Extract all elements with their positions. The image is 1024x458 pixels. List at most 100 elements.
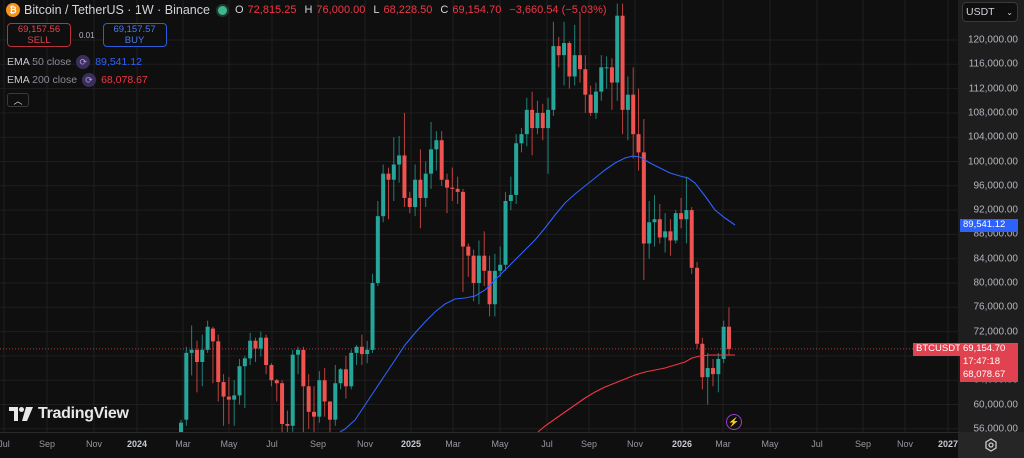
time-tick-label: May bbox=[491, 439, 509, 449]
candle bbox=[253, 337, 258, 362]
candle bbox=[673, 210, 678, 244]
indicator-ema200[interactable]: EMA 200 close ⟳ 68,078.67 bbox=[7, 73, 148, 87]
candle bbox=[397, 135, 402, 183]
chart-plot-area[interactable] bbox=[0, 0, 958, 432]
candle bbox=[370, 273, 375, 353]
candle bbox=[306, 374, 311, 429]
candle bbox=[317, 371, 322, 423]
ohlc-change: −3,660.54 (−5.03%) bbox=[509, 4, 607, 16]
ema-50-close-line[interactable] bbox=[339, 155, 736, 432]
ohlc-high-value: 76,000.00 bbox=[316, 4, 366, 16]
candle bbox=[375, 200, 380, 287]
lightning-event-icon[interactable]: ⚡ bbox=[726, 414, 742, 430]
candle bbox=[434, 131, 439, 171]
candle bbox=[445, 173, 449, 214]
candle bbox=[535, 100, 540, 135]
candle bbox=[455, 176, 460, 205]
candle bbox=[391, 137, 396, 201]
candle bbox=[184, 346, 189, 426]
time-tick-label: 2027 bbox=[937, 439, 959, 449]
candle bbox=[194, 340, 199, 393]
candle bbox=[524, 97, 529, 147]
candle bbox=[508, 176, 513, 211]
collapse-legend-button[interactable]: ︿ bbox=[7, 93, 29, 107]
candle bbox=[657, 204, 662, 244]
candle bbox=[269, 363, 274, 387]
candle bbox=[716, 352, 721, 393]
price-tick-label: 84,000.00 bbox=[973, 253, 1019, 265]
last-price: 69,154.70 bbox=[963, 343, 1006, 354]
candle bbox=[689, 207, 694, 274]
candle bbox=[631, 67, 636, 159]
sell-button[interactable]: 69,157.56 SELL bbox=[7, 23, 71, 47]
candle bbox=[540, 103, 545, 141]
price-tick-label: 80,000.00 bbox=[973, 277, 1019, 289]
time-tick-label: Jul bbox=[0, 439, 10, 449]
candle bbox=[290, 349, 295, 432]
price-tick-label: 88,000.00 bbox=[973, 228, 1019, 240]
price-tick-label: 60,000.00 bbox=[973, 399, 1019, 410]
time-axis[interactable]: Jul Sep Nov 2024 Mar May Jul Sep Nov 2025 Mar May Ju… bbox=[0, 432, 958, 458]
candle bbox=[551, 21, 556, 116]
candle bbox=[588, 85, 593, 116]
spread-value: 0.01 bbox=[79, 30, 95, 40]
candle bbox=[264, 334, 269, 375]
candle bbox=[216, 334, 221, 402]
price-tick-label: 56,000.00 bbox=[973, 423, 1019, 435]
price-tick-label: 72,000.00 bbox=[973, 326, 1019, 338]
refresh-icon[interactable]: ⟳ bbox=[82, 73, 97, 87]
time-tick-label: May bbox=[220, 439, 238, 449]
candle bbox=[333, 365, 338, 426]
candle bbox=[232, 380, 237, 426]
candle bbox=[519, 128, 524, 153]
price-tick-label: 96,000.00 bbox=[973, 180, 1019, 192]
candle bbox=[503, 191, 508, 271]
time-tick-label: Jul bbox=[811, 439, 823, 449]
time-tick-label: 2025 bbox=[400, 439, 422, 449]
candle bbox=[296, 346, 301, 375]
candle bbox=[349, 349, 354, 390]
candle bbox=[636, 88, 641, 171]
candle bbox=[285, 410, 290, 432]
candle bbox=[578, 12, 582, 83]
chart-settings-button[interactable] bbox=[958, 432, 1024, 458]
market-status-dot-icon[interactable] bbox=[217, 5, 227, 15]
ohlc-high-label: H bbox=[304, 4, 313, 16]
candle bbox=[274, 378, 279, 402]
candle bbox=[679, 197, 684, 229]
candle bbox=[312, 386, 316, 432]
candle bbox=[705, 352, 710, 405]
time-tick-label: Sep bbox=[309, 439, 327, 449]
tradingview-logo[interactable]: TradingView bbox=[9, 405, 129, 423]
ohlc-low-value: 68,228.50 bbox=[383, 4, 433, 16]
candle bbox=[530, 91, 535, 156]
symbol-title[interactable]: Bitcoin / TetherUS · 1W · Binance bbox=[24, 3, 210, 17]
price-tick-label: 116,000.00 bbox=[968, 58, 1018, 70]
candle bbox=[413, 164, 418, 217]
tradingview-mark-icon bbox=[9, 407, 33, 421]
candle bbox=[242, 355, 247, 409]
candle bbox=[604, 56, 609, 89]
candle bbox=[593, 82, 598, 119]
candle bbox=[546, 97, 551, 174]
currency-select[interactable]: USDT ⌄ bbox=[962, 2, 1018, 22]
candle bbox=[354, 344, 359, 366]
time-tick-label: May bbox=[761, 439, 779, 449]
candle bbox=[418, 149, 423, 229]
indicator-value: 68,078.67 bbox=[101, 74, 148, 86]
candle bbox=[439, 131, 444, 186]
ohlc-close-label: C bbox=[440, 4, 449, 16]
currency-value: USDT bbox=[966, 6, 995, 18]
ema-200-close-line[interactable] bbox=[537, 354, 735, 432]
price-tick-label: 76,000.00 bbox=[973, 301, 1019, 313]
buy-button[interactable]: 69,157.57 BUY bbox=[102, 23, 167, 47]
refresh-icon[interactable]: ⟳ bbox=[76, 55, 91, 69]
indicator-ema50[interactable]: EMA 50 close ⟳ 89,541.12 bbox=[7, 55, 142, 69]
time-tick-label: Nov bbox=[85, 439, 103, 449]
indicator-name: EMA 50 close bbox=[7, 56, 72, 68]
candle bbox=[492, 253, 497, 317]
price-tick-label: 92,000.00 bbox=[973, 204, 1019, 216]
candle bbox=[189, 325, 194, 376]
candle bbox=[498, 246, 503, 277]
candle bbox=[327, 401, 332, 432]
